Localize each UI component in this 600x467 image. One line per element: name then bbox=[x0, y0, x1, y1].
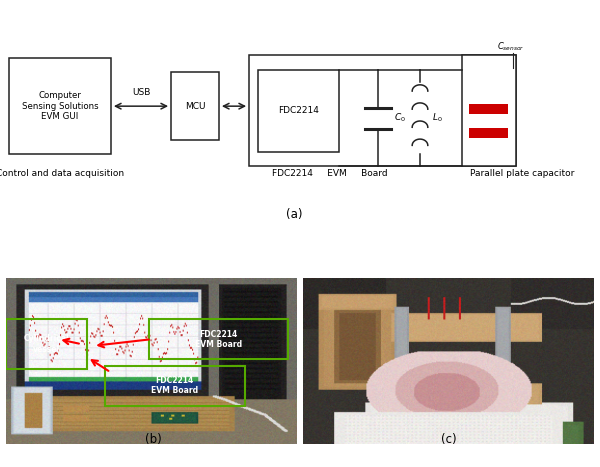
Bar bbox=[469, 128, 508, 139]
FancyBboxPatch shape bbox=[171, 72, 219, 140]
Text: Control and data acquisition: Control and data acquisition bbox=[0, 169, 124, 178]
Text: $C_0$: $C_0$ bbox=[394, 112, 406, 125]
FancyBboxPatch shape bbox=[462, 56, 516, 166]
Text: $C_{sensor}$: $C_{sensor}$ bbox=[497, 41, 525, 53]
Text: Cylindrical
vessel: Cylindrical vessel bbox=[24, 334, 70, 354]
FancyBboxPatch shape bbox=[9, 58, 111, 155]
Text: $L_0$: $L_0$ bbox=[432, 112, 443, 125]
Text: (c): (c) bbox=[441, 433, 457, 446]
Text: Parallel plate capacitor: Parallel plate capacitor bbox=[470, 169, 574, 178]
Text: USB: USB bbox=[132, 88, 150, 98]
FancyBboxPatch shape bbox=[249, 56, 516, 166]
Text: FDC2214
EVM Board: FDC2214 EVM Board bbox=[151, 376, 199, 396]
FancyBboxPatch shape bbox=[258, 70, 339, 152]
Text: (a): (a) bbox=[286, 207, 302, 220]
Text: FDC2214
EVM Board: FDC2214 EVM Board bbox=[195, 330, 242, 349]
Bar bbox=[469, 104, 508, 114]
Text: MCU: MCU bbox=[185, 102, 205, 111]
Text: FDC2214     EVM     Board: FDC2214 EVM Board bbox=[272, 169, 388, 178]
Text: (b): (b) bbox=[145, 433, 161, 446]
Text: Computer
Sensing Solutions
EVM GUI: Computer Sensing Solutions EVM GUI bbox=[22, 91, 98, 121]
Text: FDC2214: FDC2214 bbox=[278, 106, 319, 115]
